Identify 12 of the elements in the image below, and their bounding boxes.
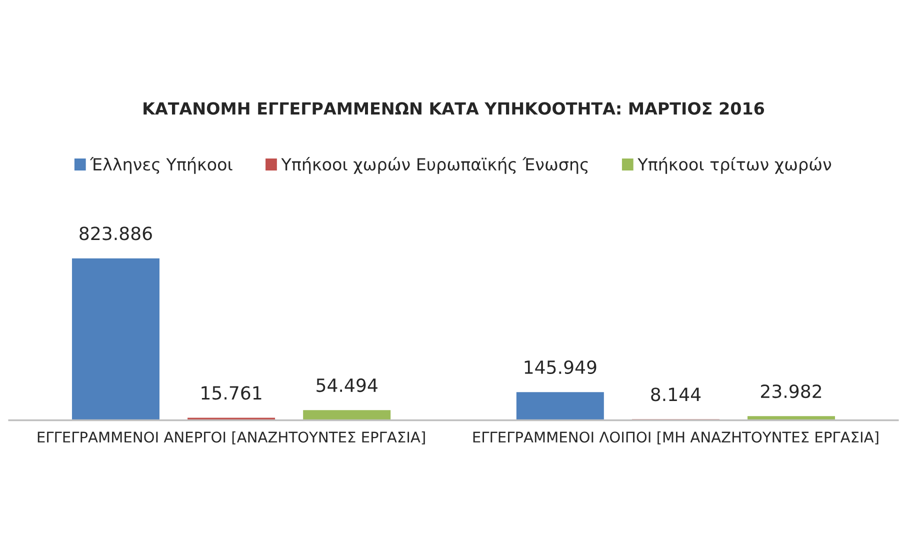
data-label: 145.949: [524, 360, 596, 374]
data-label: 15.761: [202, 386, 262, 400]
data-label: 8.144: [651, 388, 701, 402]
data-label: 54.494: [316, 378, 378, 392]
x-tick-label: ΕΓΓΕΓΡΑΜΜΕΝΟΙ ΑΝΕΡΓΟΙ [ΑΝΑΖΗΤΟΥΝΤΕΣ ΕΡΓΑΣΙΑ]: [38, 431, 425, 444]
data-label: 23.982: [761, 384, 822, 398]
data-label: 823.886: [80, 226, 152, 240]
legend-label: Έλληνες Υπήκοοι: [90, 157, 232, 174]
chart-title: ΚΑΤΑΝΟΜΗ ΕΓΓΕΓΡΑΜΜΕΝΩΝ ΚΑΤΑ ΥΠΗΚΟΟΤΗΤΑ: ΜΑΡΤΙΟΣ 2016: [144, 102, 764, 115]
legend-label: Υπήκοοι τρίτων χωρών: [638, 157, 832, 174]
x-tick-label: ΕΓΓΕΓΡΑΜΜΕΝΟΙ ΛΟΙΠΟΙ [ΜΗ ΑΝΑΖΗΤΟΥΝΤΕΣ ΕΡΓΑΣΙΑ]: [473, 431, 878, 444]
legend-label: Υπήκοοι χωρών Ευρωπαϊκής Ένωσης: [281, 157, 588, 174]
